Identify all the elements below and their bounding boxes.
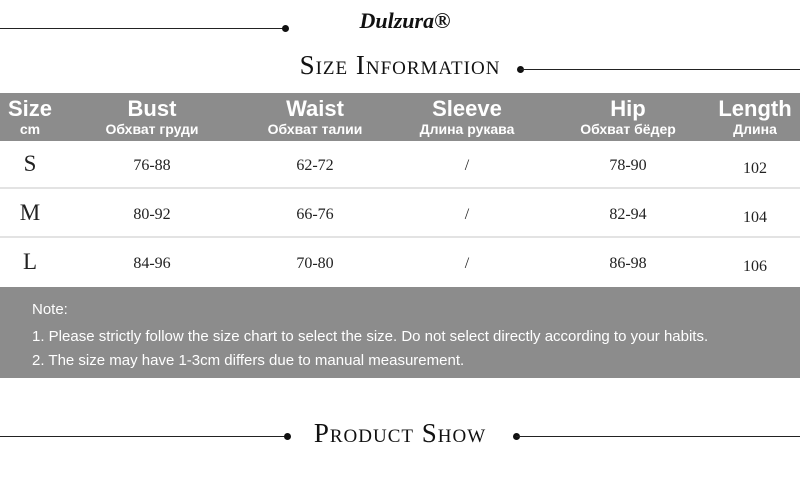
column-name: Length [718,96,792,121]
table-cell: 104 [743,209,767,226]
divider [516,436,800,437]
table-cell: 66-76 [296,206,334,223]
table-cell: 78-90 [609,157,647,174]
table-row: M 80-92 66-76 / 82-94 104 [0,190,800,236]
table-header: Size cm Bust Обхват груди Waist Обхват талии S… [0,93,800,141]
table-cell: / [464,255,470,272]
table-row: L 84-96 70-80 / 86-98 106 [0,239,800,285]
divider [0,28,283,29]
note-heading: Note: [32,301,68,318]
column-subtitle: Обхват груди [105,121,199,137]
note-box: Note: 1. Please strictly follow the size… [0,287,800,378]
section-title: Product Show [313,418,487,448]
table-cell: 62-72 [296,157,334,174]
row-separator [0,187,800,189]
brand-logo: Dulzura® [359,8,451,33]
table-cell: 76-88 [133,157,171,174]
column-name: Waist [286,96,344,121]
size-label: M [19,200,41,225]
table-cell: 84-96 [133,255,171,272]
column-header: Sleeve Длина рукава [387,93,547,141]
column-header: Hip Обхват бёдер [548,93,708,141]
table-cell: 80-92 [133,206,171,223]
table-cell: 102 [743,160,767,177]
table-cell: / [464,157,470,174]
note-line: 1. Please strictly follow the size chart… [32,328,709,345]
column-header: Length Длина [675,93,800,141]
column-subtitle: Длина рукава [419,121,515,137]
table-cell: 106 [743,258,767,275]
column-name: Sleeve [432,96,502,121]
column-header: Bust Обхват груди [72,93,232,141]
table-cell: 86-98 [609,255,647,272]
column-name: Bust [127,96,177,121]
column-subtitle: cm [19,121,41,137]
column-subtitle: Обхват бёдер [580,121,676,137]
divider [520,69,800,70]
table-row: S 76-88 62-72 / 78-90 102 [0,141,800,187]
column-name: Size [7,96,53,121]
size-label: S [23,151,37,176]
row-separator [0,236,800,238]
column-header: Waist Обхват талии [235,93,395,141]
divider-dot [282,25,289,32]
column-subtitle: Обхват талии [267,121,363,137]
divider-dot [284,433,291,440]
size-label: L [22,249,38,274]
column-subtitle: Длина [733,121,777,137]
note-line: 2. The size may have 1-3cm differs due t… [32,352,465,369]
table-cell: 70-80 [296,255,334,272]
table-cell: 82-94 [609,206,647,223]
column-name: Hip [610,96,646,121]
table-cell: / [464,206,470,223]
divider [0,436,285,437]
column-header: Size cm [0,93,110,141]
section-title: Size Information [299,50,501,80]
